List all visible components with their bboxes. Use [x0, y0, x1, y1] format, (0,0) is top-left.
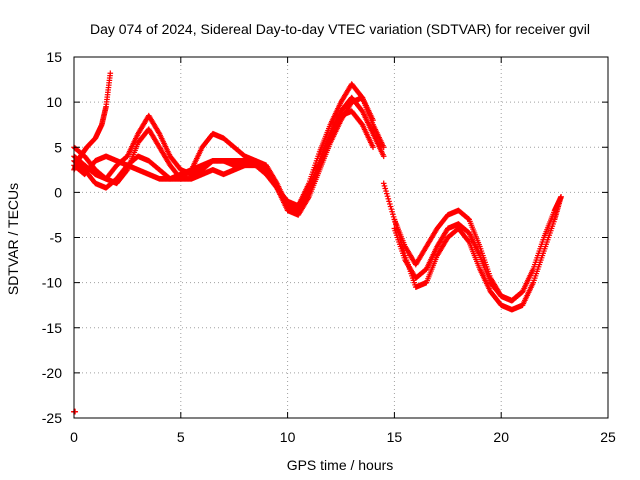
data-point-marker	[390, 211, 396, 218]
x-tick-label: 5	[177, 429, 185, 445]
chart-title: Day 074 of 2024, Sidereal Day-to-day VTE…	[90, 21, 590, 37]
data-point-marker	[385, 196, 392, 202]
data-point-marker	[384, 193, 391, 200]
data-point-marker	[383, 188, 389, 194]
data-point-marker	[388, 206, 395, 212]
x-tick-label: 25	[600, 429, 616, 445]
data-series	[71, 70, 564, 415]
data-point-marker	[387, 203, 394, 210]
data-point-marker	[386, 198, 392, 205]
series-trace-5	[71, 81, 387, 209]
data-point-marker	[380, 153, 387, 160]
data-point-marker	[370, 144, 376, 151]
data-point-marker	[358, 93, 365, 100]
y-tick-label: 0	[54, 184, 62, 200]
data-point-marker	[380, 180, 387, 187]
x-tick-label: 0	[70, 429, 78, 445]
axis-ticks	[73, 56, 609, 419]
data-point-marker	[107, 70, 114, 77]
y-tick-label: -25	[42, 410, 62, 426]
y-tick-label: 5	[54, 139, 62, 155]
x-tick-label: 20	[493, 429, 509, 445]
x-tick-label: 10	[280, 429, 296, 445]
y-tick-label: -10	[42, 275, 62, 291]
y-tick-label: -20	[42, 365, 62, 381]
data-point-marker	[558, 194, 564, 200]
grid-lines	[74, 57, 608, 418]
x-axis-label: GPS time / hours	[287, 457, 394, 473]
data-point-marker	[382, 185, 389, 192]
y-tick-label: 10	[46, 94, 62, 110]
axis-tick-labels: 0 5 10 15 20 25 -25 -20 -15 -10 -5 0 5 10 15	[42, 49, 616, 445]
data-point-marker	[390, 214, 397, 220]
y-tick-label: 15	[46, 49, 62, 65]
data-point-marker	[387, 201, 393, 207]
y-tick-label: -15	[42, 320, 62, 336]
data-point-marker	[381, 183, 388, 189]
data-point-marker	[380, 144, 387, 151]
data-point-marker	[389, 208, 395, 215]
series-trace-8	[391, 194, 564, 304]
y-tick-label: -5	[50, 230, 63, 246]
y-axis-label: SDTVAR / TECUs	[5, 183, 21, 295]
data-point-marker	[72, 408, 78, 415]
x-tick-label: 15	[387, 429, 403, 445]
data-point-marker	[383, 190, 390, 197]
